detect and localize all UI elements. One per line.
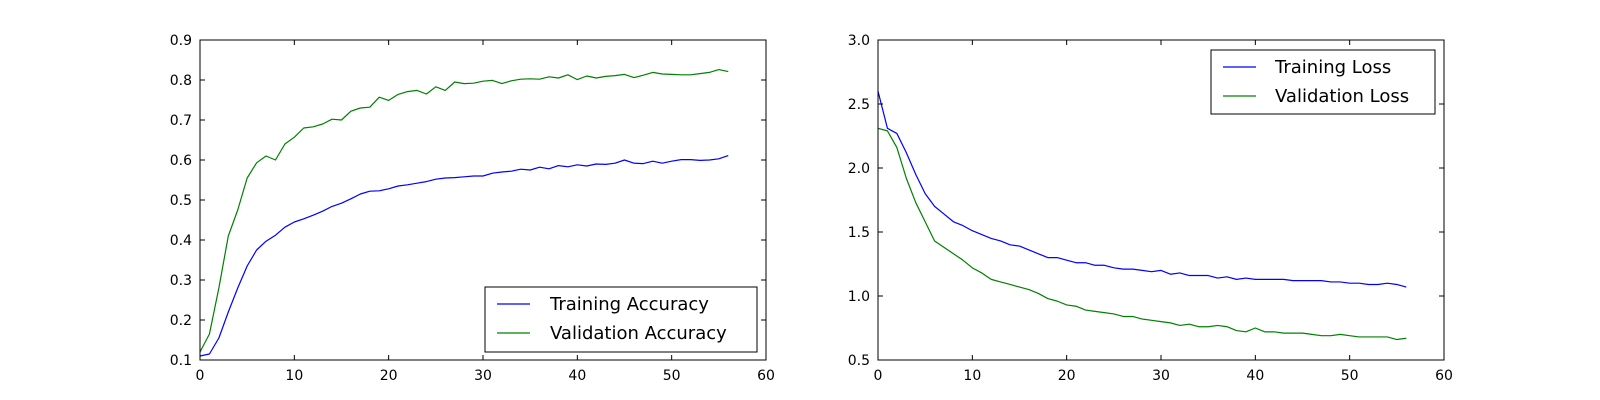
accuracy-x-tick-label: 40 xyxy=(568,368,586,384)
series-line-training-accuracy xyxy=(199,155,729,357)
accuracy-x-tick-label: 10 xyxy=(285,368,303,384)
accuracy-y-tick-label: 0.5 xyxy=(170,193,192,209)
series-line-validation-accuracy xyxy=(199,68,729,353)
legend-label-training-accuracy: Training Accuracy xyxy=(549,294,709,315)
accuracy-y-tick-label: 0.4 xyxy=(170,233,192,249)
loss-series-layer xyxy=(877,91,1407,341)
accuracy-y-tick-label: 0.1 xyxy=(170,353,192,369)
loss-legend-box xyxy=(1210,49,1436,115)
accuracy-plot-frame xyxy=(199,39,767,361)
series-line-validation-loss xyxy=(877,127,1407,341)
accuracy-legend: Training Accuracy Validation Accuracy xyxy=(484,286,758,353)
legend-label-training-loss: Training Loss xyxy=(1274,57,1391,78)
accuracy-chart: 0 10 20 30 40 50 60 0.1 0.2 0.3 0.4 0.5 0.6 0.7 0.8 0.9… xyxy=(170,33,775,384)
loss-y-tick-label: 0.5 xyxy=(848,353,870,369)
loss-y-tick-label: 1.0 xyxy=(848,289,870,305)
loss-x-tick-label: 30 xyxy=(1152,368,1170,384)
loss-x-tick-label: 10 xyxy=(963,368,981,384)
loss-x-tick-label: 20 xyxy=(1058,368,1076,384)
loss-ticks-layer: 0 10 20 30 40 50 60 0.5 1.0 1.5 2.0 2.5 3.0 xyxy=(848,33,1453,384)
legend-label-validation-loss: Validation Loss xyxy=(1275,86,1409,107)
accuracy-x-tick-label: 30 xyxy=(474,368,492,384)
accuracy-x-tick-label: 20 xyxy=(380,368,398,384)
loss-x-tick-label: 60 xyxy=(1435,368,1453,384)
accuracy-x-tick-label: 0 xyxy=(196,368,205,384)
accuracy-legend-box xyxy=(484,286,758,353)
accuracy-y-tick-label: 0.7 xyxy=(170,113,192,129)
loss-x-tick-label: 40 xyxy=(1246,368,1264,384)
accuracy-y-tick-label: 0.6 xyxy=(170,153,192,169)
loss-y-tick-label: 2.0 xyxy=(848,161,870,177)
loss-x-tick-label: 0 xyxy=(874,368,883,384)
series-line-training-loss xyxy=(877,91,1407,288)
legend-label-validation-accuracy: Validation Accuracy xyxy=(550,323,727,344)
accuracy-x-tick-label: 60 xyxy=(757,368,775,384)
accuracy-x-tick-label: 50 xyxy=(663,368,681,384)
loss-x-tick-label: 50 xyxy=(1341,368,1359,384)
accuracy-series-layer xyxy=(199,68,729,357)
accuracy-y-tick-label: 0.8 xyxy=(170,73,192,89)
loss-y-tick-label: 1.5 xyxy=(848,225,870,241)
loss-y-tick-label: 3.0 xyxy=(848,33,870,49)
loss-plot-frame xyxy=(877,39,1445,361)
accuracy-y-tick-label: 0.9 xyxy=(170,33,192,49)
accuracy-y-tick-label: 0.3 xyxy=(170,273,192,289)
accuracy-ticks-layer: 0 10 20 30 40 50 60 0.1 0.2 0.3 0.4 0.5 0.6 0.7 0.8 0.9 xyxy=(170,33,775,384)
loss-y-tick-label: 2.5 xyxy=(848,97,870,113)
accuracy-y-tick-label: 0.2 xyxy=(170,313,192,329)
loss-legend: Training Loss Validation Loss xyxy=(1210,49,1436,115)
loss-chart: 0 10 20 30 40 50 60 0.5 1.0 1.5 2.0 2.5 3.0 Training… xyxy=(848,33,1453,384)
